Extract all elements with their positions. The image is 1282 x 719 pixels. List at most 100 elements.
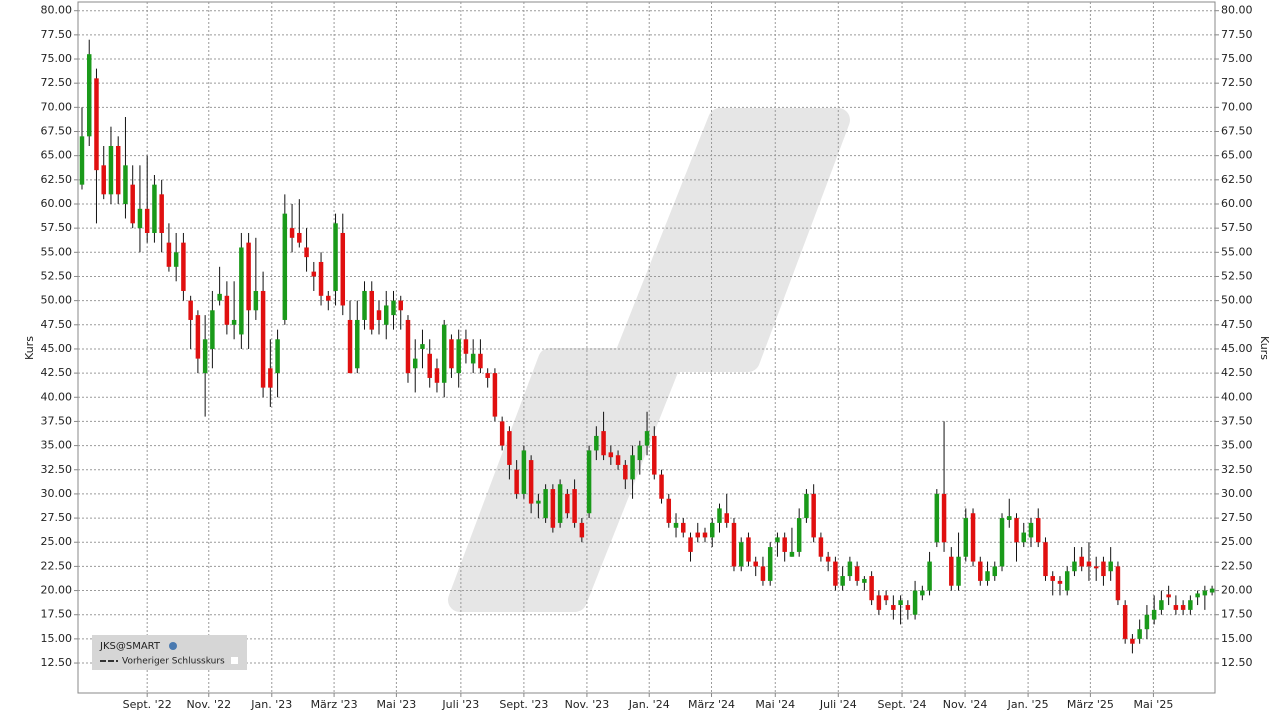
candle-body — [195, 315, 201, 359]
candle-body — [782, 537, 787, 552]
y2-tick-label: 25.00 — [1221, 535, 1253, 548]
y2-tick-label: 40.00 — [1221, 390, 1253, 403]
candle-body — [992, 566, 998, 577]
candle-body — [326, 295, 331, 301]
candle-body — [405, 319, 411, 374]
candle-body — [905, 605, 911, 610]
candle-body — [173, 252, 179, 267]
candle-body — [94, 78, 99, 171]
candle-body — [869, 576, 874, 601]
y-tick-label: 75.00 — [41, 52, 73, 65]
candle-body — [1180, 605, 1186, 610]
y-tick-label: 65.00 — [41, 149, 73, 162]
x-tick-label: Mai '23 — [376, 698, 416, 711]
candle-body — [1014, 518, 1019, 543]
candle-body — [1202, 590, 1208, 596]
candle-body — [1043, 542, 1048, 577]
candle-body — [514, 469, 519, 494]
candle-body — [420, 344, 425, 349]
legend-checkbox[interactable] — [231, 657, 238, 664]
candle-body — [681, 522, 686, 533]
y-tick-label: 60.00 — [41, 197, 73, 210]
candle-body — [557, 484, 563, 523]
candle-body — [666, 498, 672, 523]
candle-body — [804, 493, 809, 519]
candle-body — [956, 556, 961, 586]
candle-body — [449, 339, 454, 369]
candle-body — [608, 452, 614, 458]
y-axis-label: Kurs — [23, 336, 36, 360]
y2-tick-label: 42.50 — [1221, 366, 1253, 379]
y2-tick-label: 37.50 — [1221, 414, 1253, 427]
candle-body — [463, 339, 469, 354]
candle-body — [949, 556, 954, 586]
candle-body — [398, 300, 403, 311]
candle-body — [1086, 561, 1092, 567]
candle-body — [1159, 600, 1164, 610]
candle-body — [318, 261, 324, 296]
candle-body — [789, 551, 795, 557]
candle-body — [369, 290, 375, 330]
candle-body — [1173, 605, 1179, 610]
candle-body — [1093, 566, 1099, 569]
x-tick-label: Juli '24 — [819, 698, 857, 711]
y-tick-label: 50.00 — [41, 294, 73, 307]
candle-body — [362, 290, 367, 320]
candle-body — [115, 145, 121, 195]
candle-body — [753, 561, 758, 567]
candle-body — [702, 532, 708, 538]
x-tick-label: Sept. '23 — [499, 698, 548, 711]
candle-body — [1195, 593, 1200, 598]
y-tick-label: 72.50 — [41, 76, 73, 89]
legend-box — [92, 635, 247, 670]
candle-body — [898, 600, 903, 606]
grid — [78, 2, 1215, 693]
candle-body — [202, 339, 208, 374]
y2-tick-label: 20.00 — [1221, 584, 1253, 597]
candle-body — [478, 353, 483, 369]
candle-body — [536, 500, 541, 504]
candle-body — [1166, 594, 1171, 598]
candle-body — [485, 373, 490, 378]
legend: JKS@SMART Vorheriger Schlusskurs — [92, 635, 247, 670]
candle-body — [586, 450, 592, 514]
candle-body — [1137, 629, 1142, 639]
y2-tick-label: 50.00 — [1221, 294, 1253, 307]
y2-tick-label: 55.00 — [1221, 245, 1253, 258]
candle-body — [1115, 566, 1121, 601]
candle-body — [818, 537, 824, 557]
x-tick-label: März '23 — [311, 698, 358, 711]
candle-body — [883, 595, 889, 601]
candle-body — [731, 522, 737, 567]
candle-body — [260, 290, 266, 388]
candle-body — [144, 208, 150, 233]
candle-body — [217, 293, 222, 301]
candle-body — [456, 339, 461, 374]
y-tick-label: 22.50 — [41, 559, 73, 572]
y2-tick-label: 77.50 — [1221, 28, 1253, 41]
candle-body — [876, 595, 882, 610]
candle-body — [108, 145, 114, 195]
y2-tick-label: 65.00 — [1221, 149, 1253, 162]
candle-body — [760, 566, 766, 581]
candle-body — [978, 561, 983, 581]
candle-body — [688, 537, 693, 552]
candle-body — [1057, 580, 1063, 584]
candle-body — [579, 522, 585, 538]
candle-body — [1072, 561, 1077, 572]
candle-body — [123, 165, 128, 204]
candle-body — [86, 54, 92, 137]
candle-body — [1108, 561, 1113, 572]
candle-body — [891, 605, 896, 610]
candle-body — [340, 232, 346, 306]
candle-body — [181, 242, 186, 291]
candle-body — [796, 518, 802, 552]
candle-body — [985, 571, 990, 581]
candle-body — [999, 518, 1005, 567]
candle-body — [934, 493, 940, 543]
y-tick-label: 27.50 — [41, 511, 73, 524]
candle-body — [159, 194, 164, 233]
candle-body — [767, 547, 773, 581]
candle-body — [275, 339, 280, 374]
